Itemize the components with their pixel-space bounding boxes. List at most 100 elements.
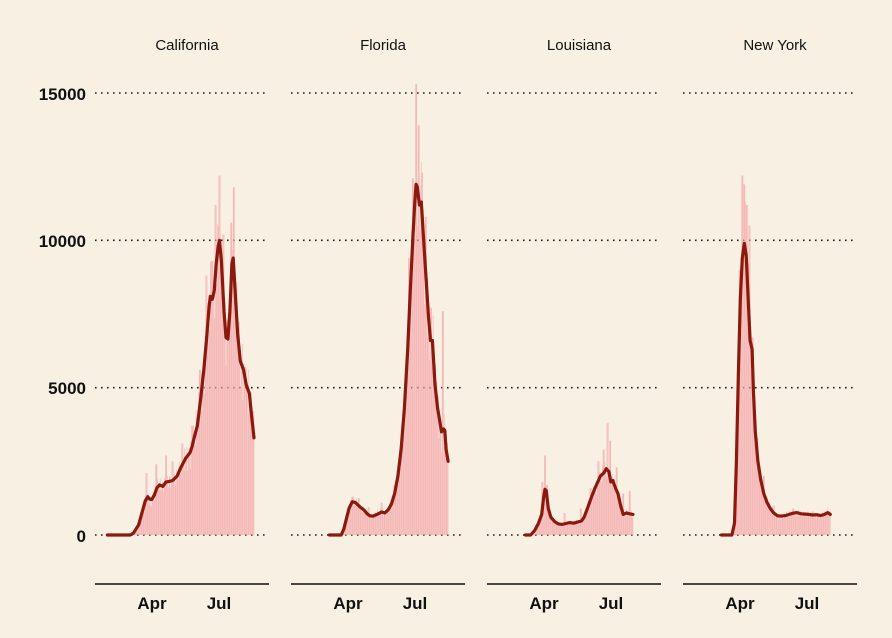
panel-florida: Florida Apr Jul (291, 37, 465, 613)
daily-bar (771, 510, 772, 535)
daily-bar (744, 184, 746, 535)
daily-bar (380, 508, 381, 535)
daily-bar (443, 447, 445, 535)
daily-bar (223, 234, 225, 535)
daily-bar (540, 516, 541, 535)
daily-bar (239, 321, 240, 535)
daily-bar (619, 500, 621, 535)
daily-bar (402, 428, 403, 535)
daily-bar (443, 311, 444, 535)
daily-bar (202, 365, 204, 535)
daily-bar (368, 507, 369, 535)
daily-bar (803, 511, 804, 535)
daily-bar (161, 489, 162, 535)
daily-bar (438, 395, 439, 535)
daily-bar (159, 484, 160, 535)
daily-bar (536, 525, 538, 535)
daily-bar (740, 269, 741, 535)
daily-bar (374, 517, 375, 535)
daily-bar (801, 514, 802, 535)
daily-bar (155, 464, 156, 535)
daily-bar (424, 216, 426, 535)
daily-bar (798, 512, 800, 535)
daily-bar (602, 465, 603, 535)
x-tick-label-jul: Jul (599, 594, 624, 613)
daily-bar (624, 512, 625, 535)
daily-bar (388, 513, 390, 535)
daily-bar (594, 489, 595, 535)
daily-bar (572, 523, 574, 535)
daily-bar (176, 470, 177, 535)
daily-bar (441, 452, 442, 535)
daily-bar (616, 467, 617, 535)
daily-bar (421, 172, 423, 535)
daily-bar (600, 472, 601, 535)
daily-bar (743, 184, 745, 535)
daily-bar (795, 510, 797, 535)
daily-bar (426, 337, 428, 535)
panel-louisiana: Louisiana Apr Jul (487, 37, 661, 613)
daily-bar (148, 493, 149, 535)
daily-bar (809, 516, 810, 535)
daily-bar (171, 461, 173, 535)
daily-bar (249, 407, 251, 535)
daily-bar (824, 516, 825, 535)
daily-bar (365, 510, 367, 535)
daily-bar (570, 524, 571, 535)
daily-bar (226, 342, 227, 535)
daily-bar (766, 504, 767, 535)
daily-bar (185, 460, 186, 535)
daily-bar (539, 518, 541, 535)
daily-bar (759, 468, 761, 535)
daily-bar (372, 514, 373, 535)
daily-bar (228, 319, 229, 535)
daily-bar (179, 470, 180, 535)
daily-bar (232, 187, 234, 535)
daily-bar (767, 503, 768, 535)
daily-bar (605, 471, 606, 535)
daily-bar (192, 425, 194, 535)
daily-bar (739, 269, 740, 535)
daily-bar (249, 391, 250, 535)
daily-bar (555, 523, 556, 535)
daily-bar (140, 514, 141, 535)
daily-bar (157, 478, 158, 535)
daily-bar (381, 502, 383, 535)
daily-bar (583, 517, 585, 535)
panel-title-new-york: New York (743, 37, 807, 54)
daily-bar (774, 511, 776, 535)
daily-bar (801, 516, 803, 535)
daily-bar (596, 493, 597, 535)
daily-bar (754, 414, 755, 535)
daily-bar (242, 343, 243, 535)
daily-bar (394, 484, 395, 535)
daily-bar (753, 422, 755, 535)
daily-bar (393, 484, 395, 535)
daily-bar (137, 524, 139, 535)
daily-bar (781, 513, 782, 535)
daily-bar (165, 455, 166, 535)
daily-bar (353, 504, 355, 535)
daily-bar (219, 175, 220, 536)
daily-bar (202, 383, 203, 535)
daily-bar (826, 514, 827, 535)
daily-bar (247, 388, 248, 535)
daily-bar (170, 487, 171, 535)
daily-bar (756, 437, 757, 535)
daily-bar (170, 483, 172, 535)
daily-bar (216, 284, 218, 535)
daily-bar (790, 512, 792, 535)
daily-bar (740, 273, 742, 535)
panel-title-florida: Florida (360, 37, 407, 54)
daily-bar (417, 125, 419, 535)
daily-bar (404, 403, 406, 535)
daily-bar (777, 514, 778, 535)
daily-bar (187, 452, 189, 535)
daily-bar (550, 518, 552, 535)
daily-bar (214, 204, 216, 535)
daily-bar (589, 487, 591, 535)
daily-bar (435, 364, 436, 535)
y-tick-label-0: 0 (77, 527, 86, 546)
daily-bar (593, 497, 595, 535)
daily-bar (609, 440, 610, 535)
